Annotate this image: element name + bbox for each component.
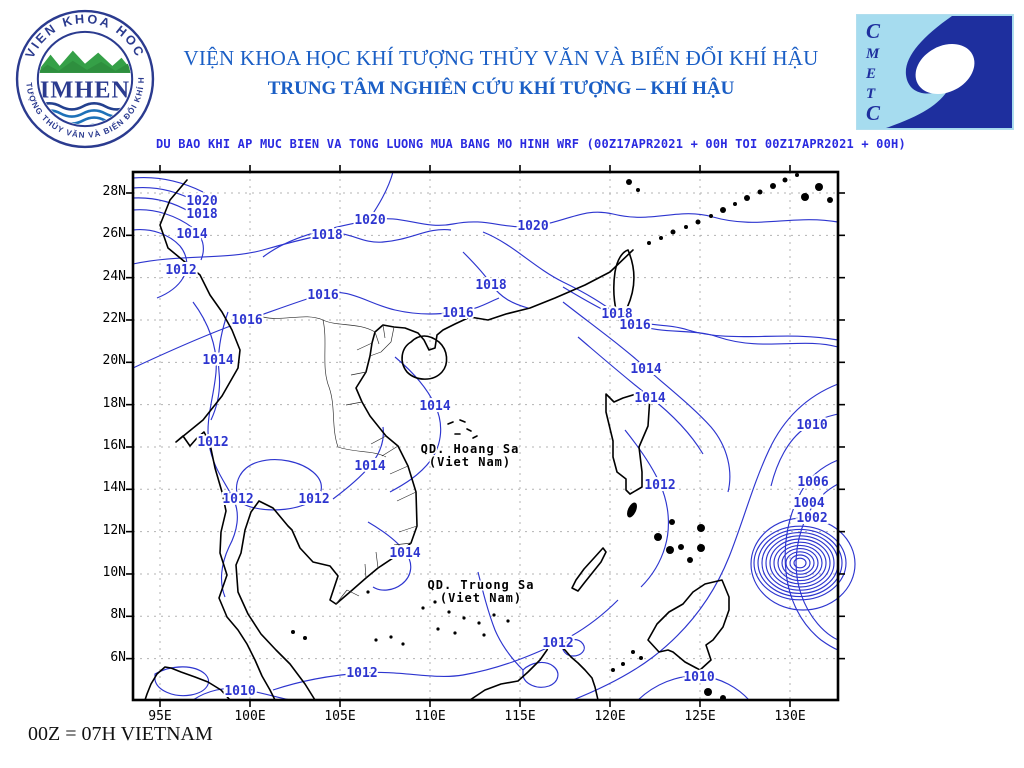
isobar-label: 1012 <box>165 263 196 278</box>
y-tick-label: 12N <box>102 522 126 538</box>
y-tick-label: 16N <box>102 437 126 453</box>
timezone-note: 00Z = 07H VIETNAM <box>28 723 213 745</box>
y-tick-label: 14N <box>102 480 126 496</box>
y-tick-label: 20N <box>102 353 126 369</box>
isobar-label: 1010 <box>224 684 255 699</box>
y-tick-label: 10N <box>102 564 126 580</box>
isobar-label: 1020 <box>517 219 548 234</box>
x-tick-label: 120E <box>594 709 626 724</box>
institute-title: VIỆN KHOA HỌC KHÍ TƯỢNG THỦY VĂN VÀ BIẾN… <box>183 46 819 70</box>
x-tick-label: 95E <box>148 709 172 724</box>
x-tick-label: 110E <box>414 709 446 724</box>
map-gridlines <box>133 172 838 700</box>
isobar-label: 1020 <box>186 194 217 209</box>
imhen-emblem: IMHEN <box>39 33 131 125</box>
y-tick-label: 18N <box>102 395 126 411</box>
cmetc-letter: C <box>866 19 881 43</box>
place-label: QD. Truong Sa <box>428 578 535 592</box>
isobar-label: 1012 <box>542 636 573 651</box>
isobar-label: 1012 <box>222 492 253 507</box>
y-tick-label: 22N <box>102 310 126 326</box>
map-frame <box>131 170 840 702</box>
imhen-wordmark: IMHEN <box>40 76 130 103</box>
cmetc-letter: C <box>866 101 881 125</box>
x-tick-label: 130E <box>774 709 806 724</box>
isobar-label: 1020 <box>354 213 385 228</box>
isobar-label: 1014 <box>354 459 385 474</box>
archipelago-labels: QD. Hoang Sa(Viet Nam)QD. Truong Sa(Viet… <box>419 441 535 607</box>
isobar-label: 1012 <box>197 435 228 450</box>
x-tick-label: 125E <box>684 709 716 724</box>
pressure-map: 1020 1018 1014 1012 1020 1018 1020 1018 1016 1016… <box>126 165 856 707</box>
isobar-label: 1016 <box>307 288 338 303</box>
y-tick-label: 28N <box>102 184 126 199</box>
x-tick-label: 105E <box>324 709 356 724</box>
isobar-label: 1002 <box>796 511 827 526</box>
isobar-label: 1014 <box>202 353 233 368</box>
isobar-label: 1016 <box>442 306 473 321</box>
header-titles: VIỆN KHOA HỌC KHÍ TƯỢNG THỦY VĂN VÀ BIẾN… <box>156 46 846 100</box>
place-label: (Viet Nam) <box>429 455 511 469</box>
isobar-label: 1014 <box>389 546 420 561</box>
isobar-label: 1018 <box>186 207 217 222</box>
cmetc-letter: T <box>866 86 876 102</box>
x-tick-label: 100E <box>234 709 266 724</box>
y-tick-label: 24N <box>102 268 126 284</box>
isobar-label: 1014 <box>176 227 207 242</box>
isobar-label: 1014 <box>419 399 450 414</box>
isobar-label: 1006 <box>797 475 828 490</box>
isobar-label: 1004 <box>793 496 824 511</box>
isobar-label: 1010 <box>683 670 714 685</box>
isobar-contours <box>132 171 856 701</box>
isobar-label: 1014 <box>634 391 665 406</box>
isobar-value-labels: 1020101810141012102010181020101810161016… <box>163 192 830 701</box>
isobar-label: 1018 <box>311 228 342 243</box>
isobar-label: 1018 <box>601 307 632 322</box>
isobar-label: 1014 <box>630 362 661 377</box>
isobar-label: 1010 <box>796 418 827 433</box>
isobar-label: 1012 <box>644 478 675 493</box>
axis-ticks <box>126 165 845 707</box>
cmetc-letter: E <box>865 66 876 82</box>
y-tick-label: 8N <box>110 607 126 623</box>
x-tick-label: 115E <box>504 709 536 724</box>
place-label: QD. Hoang Sa <box>421 442 520 456</box>
place-label: (Viet Nam) <box>440 591 522 605</box>
center-title: TRUNG TÂM NGHIÊN CỨU KHÍ TƯỢNG – KHÍ HẬU <box>267 78 735 99</box>
y-tick-label: 6N <box>110 649 126 665</box>
tropical-cyclone-rings <box>753 525 847 601</box>
coastlines <box>144 173 833 701</box>
forecast-subtitle: DU BAO KHI AP MUC BIEN VA TONG LUONG MUA… <box>156 137 906 151</box>
isobar-label: 1016 <box>231 313 262 328</box>
cmetc-letter: M <box>865 46 880 62</box>
imhen-logo: VIEN KHOA HOC KHÍ TƯỢNG THỦY VĂN VÀ BIẾN… <box>14 8 155 149</box>
isobar-label: 1012 <box>346 666 377 681</box>
isobar-label: 1016 <box>619 318 650 333</box>
island-dots <box>291 173 833 701</box>
isobar-label: 1018 <box>475 278 506 293</box>
y-tick-label: 26N <box>102 226 126 242</box>
isobar-label: 1012 <box>298 492 329 507</box>
